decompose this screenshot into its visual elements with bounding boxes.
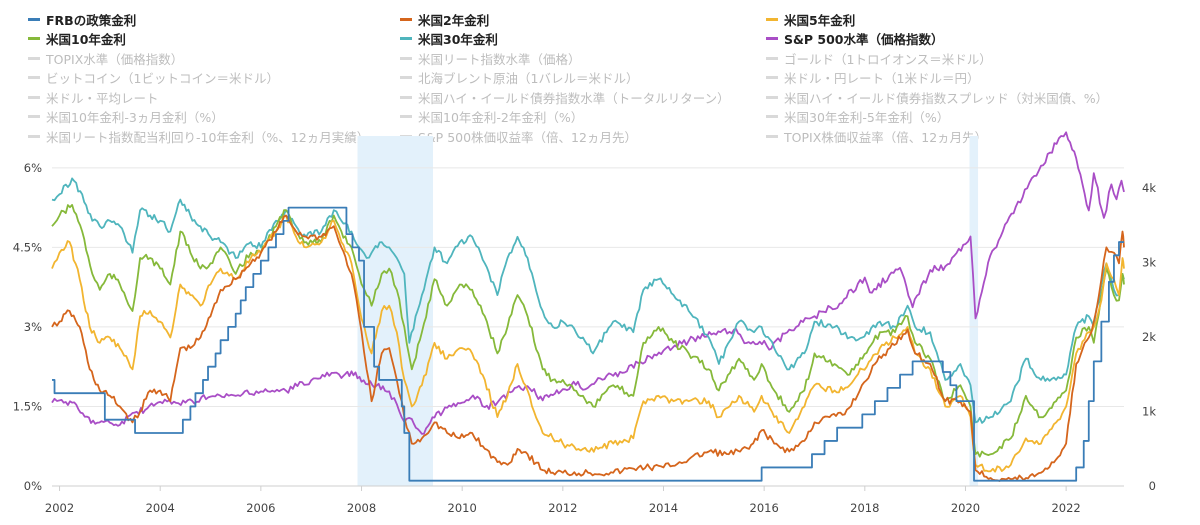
legend-label: 米国リート指数配当利回り-10年金利（%、12ヵ月実績） xyxy=(46,129,370,145)
x-tick-label: 2022 xyxy=(1051,501,1080,515)
x-tick-label: 2008 xyxy=(347,501,376,515)
legend-label: FRBの政策金利 xyxy=(46,12,137,28)
legend: FRBの政策金利 米国2年金利 米国5年金利米国10年金利 米国30年金利 S&P 50… xyxy=(0,0,1200,145)
y-right-tick-label: 0 xyxy=(1149,479,1156,493)
legend-item[interactable]: 米国ハイ・イールド債券指数スプレッド（対米国債、%） xyxy=(766,88,1108,106)
x-tick-label: 2006 xyxy=(246,501,275,515)
recession-shading-layer xyxy=(357,136,979,486)
x-tick-label: 2018 xyxy=(850,501,879,515)
x-tick-label: 2016 xyxy=(750,501,779,515)
legend-item[interactable]: 米国10年金利 xyxy=(28,30,126,48)
series-layer xyxy=(51,131,1125,482)
series-line xyxy=(52,206,1124,482)
legend-swatch xyxy=(400,115,412,118)
x-tick-label: 2012 xyxy=(548,501,577,515)
legend-swatch xyxy=(400,76,412,79)
legend-swatch xyxy=(766,37,778,40)
y-left-tick-label: 6% xyxy=(24,161,42,175)
legend-swatch xyxy=(400,17,412,21)
legend-label: ゴールド（1トロイオンス＝米ドル） xyxy=(784,51,992,67)
legend-swatch xyxy=(28,134,40,138)
legend-item[interactable]: 米国30年金利 xyxy=(400,30,498,48)
legend-item[interactable]: ビットコイン（1ビットコイン＝米ドル） xyxy=(28,69,279,87)
legend-label: 米国リート指数水準（価格） xyxy=(418,51,581,67)
legend-item[interactable]: FRBの政策金利 xyxy=(28,10,136,28)
y-left-tick-label: 1.5% xyxy=(13,399,42,413)
legend-item[interactable]: TOPIX株価収益率（倍、12ヵ月先） xyxy=(766,127,987,145)
legend-label: 米国ハイ・イールド債券指数スプレッド（対米国債、%） xyxy=(784,90,1109,106)
legend-item[interactable]: 米国リート指数配当利回り-10年金利（%、12ヵ月実績） xyxy=(28,127,369,145)
legend-swatch xyxy=(766,17,778,21)
x-tick-label: 2020 xyxy=(951,501,980,515)
legend-item[interactable]: 米国リート指数水準（価格） xyxy=(400,49,581,67)
legend-label: 米国10年金利 xyxy=(46,32,126,47)
legend-item[interactable]: 北海ブレント原油（1バレル＝米ドル） xyxy=(400,69,638,87)
legend-label: 米国ハイ・イールド債券指数水準（トータルリターン） xyxy=(418,90,730,106)
y-right-tick-label: 4k xyxy=(1142,181,1156,195)
legend-label: 米国30年金利-5年金利（%） xyxy=(784,110,950,125)
x-tick-label: 2014 xyxy=(649,501,678,515)
legend-label: 北海ブレント原油（1バレル＝米ドル） xyxy=(418,71,639,86)
legend-item[interactable]: 米国2年金利 xyxy=(400,10,489,28)
legend-swatch xyxy=(766,134,778,138)
legend-swatch xyxy=(766,56,778,60)
legend-label: 米ドル・平均レート xyxy=(46,90,159,106)
legend-item[interactable]: TOPIX水準（価格指数） xyxy=(28,49,183,67)
legend-label: 米国5年金利 xyxy=(784,12,856,28)
chart-area: 0% 1.5% 3% 4.5% 6% 0 1k 2k 3k 4k 2002 2004 2006 2008 2… xyxy=(13,131,1157,515)
y-left-tick-label: 4.5% xyxy=(13,240,42,254)
legend-swatch xyxy=(28,115,40,118)
axis-layer: 0% 1.5% 3% 4.5% 6% 0 1k 2k 3k 4k 2002 2004 2006 2008 2… xyxy=(13,161,1157,515)
legend-label: 米国10年金利-3ヵ月金利（%） xyxy=(46,110,224,125)
legend-swatch xyxy=(766,95,778,99)
gridlines-layer xyxy=(52,167,1124,487)
legend-swatch xyxy=(400,56,412,60)
legend-item[interactable]: 米国5年金利 xyxy=(766,10,855,28)
legend-item[interactable]: ゴールド（1トロイオンス＝米ドル） xyxy=(766,49,992,67)
legend-label: ビットコイン（1ビットコイン＝米ドル） xyxy=(46,71,279,86)
x-tick-label: 2010 xyxy=(448,501,477,515)
legend-swatch xyxy=(28,76,40,79)
legend-swatch xyxy=(28,56,40,60)
recession-band xyxy=(357,136,433,486)
y-right-tick-label: 1k xyxy=(1142,405,1156,419)
legend-swatch xyxy=(766,115,778,118)
legend-label: TOPIX水準（価格指数） xyxy=(46,51,184,67)
legend-item[interactable]: 米国30年金利-5年金利（%） xyxy=(766,108,949,126)
series-line xyxy=(51,214,1125,473)
y-left-tick-label: 3% xyxy=(24,320,42,334)
legend-swatch xyxy=(28,17,40,21)
legend-label: 米国10年金利-2年金利（%） xyxy=(418,110,584,125)
series-line xyxy=(51,214,1125,482)
legend-item[interactable]: S&P 500水準（価格指数） xyxy=(766,30,944,48)
y-left-tick-label: 0% xyxy=(24,479,42,493)
series-line xyxy=(51,177,1125,424)
series-line xyxy=(51,204,1125,458)
legend-label: S&P 500株価収益率（倍、12ヵ月先） xyxy=(418,129,637,145)
legend-label: 米国2年金利 xyxy=(418,12,490,28)
legend-label: S&P 500水準（価格指数） xyxy=(784,32,944,47)
legend-swatch xyxy=(400,37,412,40)
y-right-tick-label: 2k xyxy=(1142,330,1156,344)
x-tick-label: 2002 xyxy=(45,501,74,515)
legend-label: 米国30年金利 xyxy=(418,32,498,47)
legend-swatch xyxy=(400,95,412,99)
legend-label: TOPIX株価収益率（倍、12ヵ月先） xyxy=(784,129,988,145)
legend-swatch xyxy=(28,37,40,40)
legend-item[interactable]: 米ドル・平均レート xyxy=(28,88,159,106)
series-line xyxy=(51,131,1125,435)
legend-swatch xyxy=(766,76,778,79)
legend-item[interactable]: 米国ハイ・イールド債券指数水準（トータルリターン） xyxy=(400,88,730,106)
x-tick-label: 2004 xyxy=(146,501,175,515)
y-right-tick-label: 3k xyxy=(1142,256,1156,270)
legend-swatch xyxy=(28,95,40,99)
legend-label: 米ドル・円レート（1米ドル＝円） xyxy=(784,71,980,86)
recession-band xyxy=(969,136,979,486)
legend-item[interactable]: 米ドル・円レート（1米ドル＝円） xyxy=(766,69,979,87)
legend-item[interactable]: 米国10年金利-2年金利（%） xyxy=(400,108,583,126)
legend-item[interactable]: 米国10年金利-3ヵ月金利（%） xyxy=(28,108,224,126)
